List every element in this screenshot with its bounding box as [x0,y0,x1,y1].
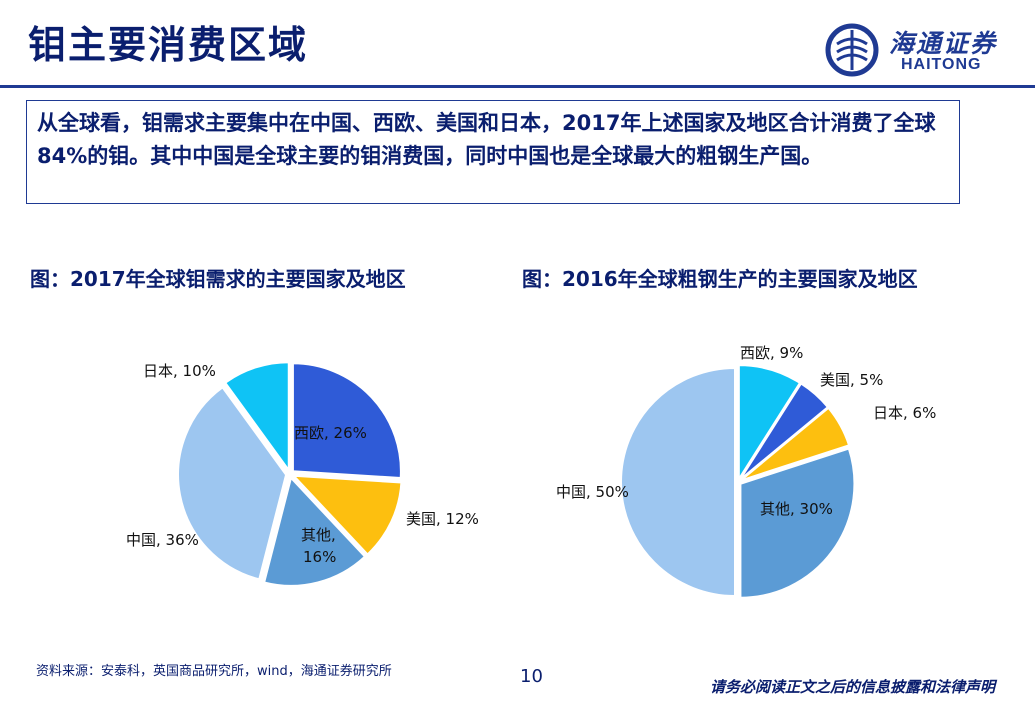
slice-china [620,366,736,598]
label-other-line2: 16% [303,548,336,566]
page-number: 10 [520,666,543,687]
slice-other [739,447,856,599]
slice-japan [223,361,290,474]
pie-steel [620,364,856,599]
label-west-europe: 西欧, 9% [740,344,803,362]
slice-west-europe [291,362,402,480]
slice-west-europe [737,364,802,483]
summary-box: 从全球看，钼需求主要集中在中国、西欧、美国和日本，2017年上述国家及地区合计消… [26,100,960,204]
slice-usa [739,382,830,481]
label-china: 中国, 50% [556,483,629,501]
haitong-logo: 海通证券 HAITONG [825,22,1005,78]
slice-other [262,475,367,587]
legal-disclaimer: 请务必阅读正文之后的信息披露和法律声明 [709,678,995,696]
pie-molybdenum [177,361,403,587]
header-divider [0,85,1035,88]
brand-name-cn: 海通证券 [889,29,998,58]
haitong-emblem-icon [825,23,879,77]
page-title: 钼主要消费区域 [28,23,309,67]
label-usa: 美国, 12% [406,510,479,528]
chart-title-steel: 图：2016年全球粗钢生产的主要国家及地区 [522,267,918,291]
label-usa: 美国, 5% [820,371,883,389]
source-note: 资料来源：安泰科，英国商品研究所，wind，海通证券研究所 [36,664,392,679]
brand-name-en: HAITONG [901,56,982,73]
slice-china [177,385,288,581]
label-other-line1: 其他, [301,526,336,544]
label-japan: 日本, 6% [873,404,936,422]
label-china: 中国, 36% [126,531,199,549]
label-west-europe: 西欧, 26% [294,424,367,442]
chart-title-molybdenum: 图：2017年全球钼需求的主要国家及地区 [30,267,406,291]
slice-japan [739,406,851,482]
slice-usa [291,474,403,556]
label-other: 其他, 30% [760,500,833,518]
label-japan: 日本, 10% [143,362,216,380]
